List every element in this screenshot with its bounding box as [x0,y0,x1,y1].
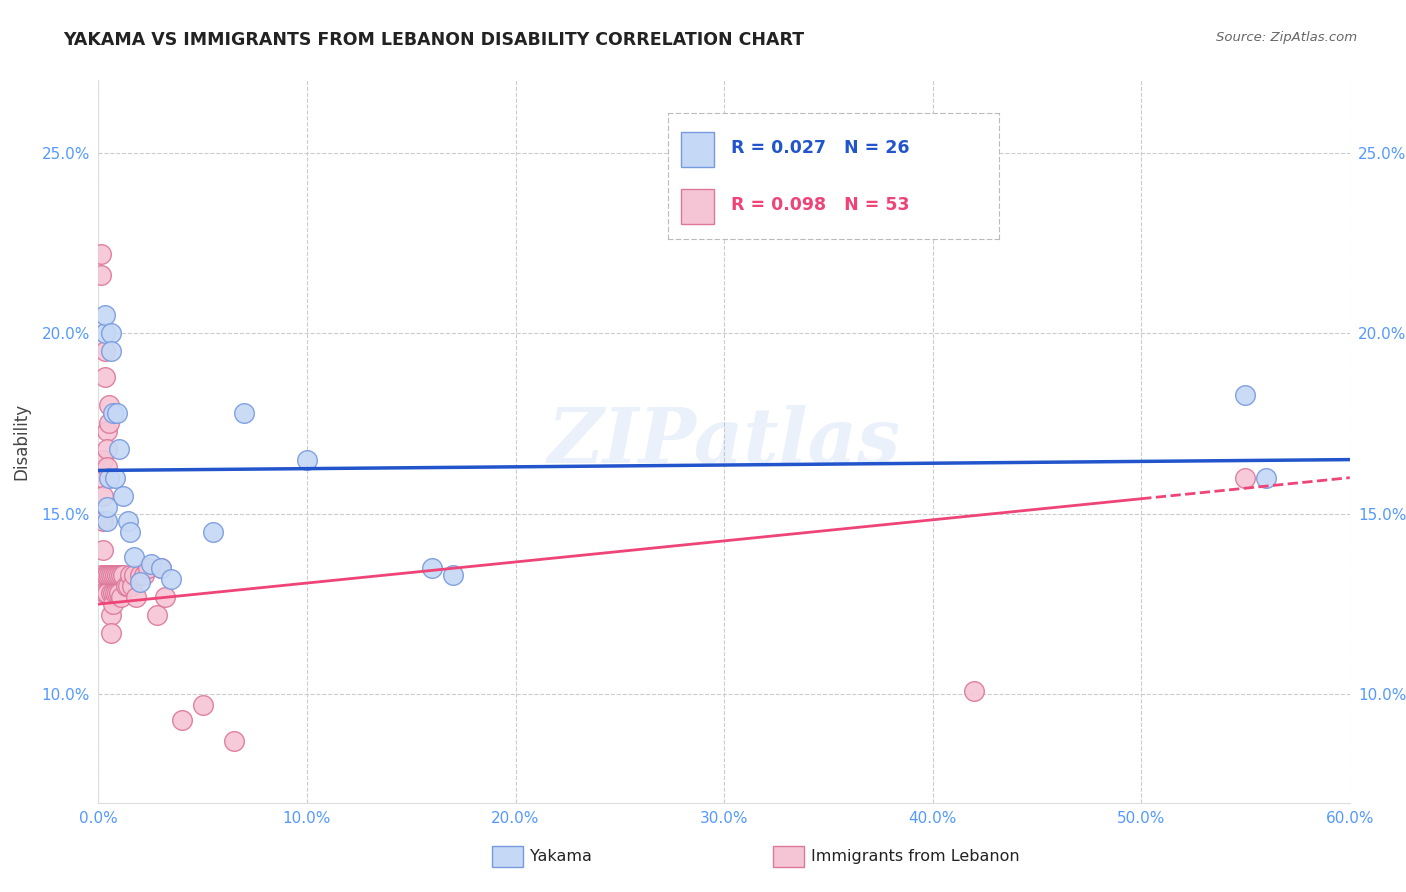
Immigrants from Lebanon [108,586,131,600]
Yakama [295,452,318,467]
Immigrants from Lebanon [96,586,118,600]
Immigrants from Lebanon [91,542,114,557]
Yakama [101,406,124,420]
Immigrants from Lebanon [118,568,141,582]
Immigrants from Lebanon [89,568,111,582]
Immigrants from Lebanon [101,597,124,611]
Yakama [93,308,115,322]
Immigrants from Lebanon [125,590,148,604]
Immigrants from Lebanon [117,579,139,593]
Text: Immigrants from Lebanon: Immigrants from Lebanon [811,849,1019,863]
Yakama [104,471,127,485]
Yakama [202,524,225,539]
Immigrants from Lebanon [91,452,114,467]
Immigrants from Lebanon [138,561,160,575]
Immigrants from Lebanon [89,268,111,283]
Immigrants from Lebanon [96,568,118,582]
Yakama [105,406,128,420]
Yakama [93,326,115,341]
Immigrants from Lebanon [104,568,127,582]
Immigrants from Lebanon [146,607,169,622]
Yakama [150,561,173,575]
Yakama [100,344,122,359]
Immigrants from Lebanon [153,590,176,604]
Immigrants from Lebanon [91,471,114,485]
Immigrants from Lebanon [112,568,135,582]
Immigrants from Lebanon [222,734,245,748]
Immigrants from Lebanon [93,344,115,359]
Immigrants from Lebanon [963,683,986,698]
Yakama [96,514,118,528]
Immigrants from Lebanon [93,369,115,384]
Immigrants from Lebanon [100,607,122,622]
Yakama [129,575,152,590]
Immigrants from Lebanon [91,514,114,528]
Immigrants from Lebanon [96,459,118,474]
Immigrants from Lebanon [170,713,193,727]
Immigrants from Lebanon [101,586,124,600]
Yakama [117,514,139,528]
Yakama [1256,471,1278,485]
Immigrants from Lebanon [97,398,120,412]
Yakama [122,550,145,565]
Yakama [108,442,131,456]
Immigrants from Lebanon [121,579,143,593]
Immigrants from Lebanon [93,586,115,600]
Immigrants from Lebanon [97,417,120,431]
Immigrants from Lebanon [104,586,127,600]
Immigrants from Lebanon [110,590,132,604]
Immigrants from Lebanon [100,626,122,640]
Yakama [118,524,141,539]
Text: Yakama: Yakama [530,849,592,863]
Immigrants from Lebanon [191,698,214,713]
Y-axis label: Disability: Disability [13,403,31,480]
Yakama [1234,387,1257,401]
Immigrants from Lebanon [108,568,131,582]
Immigrants from Lebanon [100,586,122,600]
Immigrants from Lebanon [100,568,122,582]
Immigrants from Lebanon [96,442,118,456]
Text: ZIPatlas: ZIPatlas [547,405,901,478]
Yakama [112,489,135,503]
Text: Source: ZipAtlas.com: Source: ZipAtlas.com [1216,31,1357,45]
Yakama [160,572,183,586]
Yakama [97,471,120,485]
Immigrants from Lebanon [110,568,132,582]
Immigrants from Lebanon [1234,471,1257,485]
Yakama [139,558,162,572]
Immigrants from Lebanon [101,568,124,582]
Immigrants from Lebanon [93,568,115,582]
Yakama [420,561,443,575]
Immigrants from Lebanon [129,568,152,582]
Immigrants from Lebanon [97,568,120,582]
Immigrants from Lebanon [91,489,114,503]
Immigrants from Lebanon [122,568,145,582]
Immigrants from Lebanon [134,568,156,582]
Immigrants from Lebanon [89,246,111,260]
Immigrants from Lebanon [150,561,173,575]
Yakama [441,568,464,582]
Yakama [96,500,118,514]
Immigrants from Lebanon [105,586,128,600]
Text: YAKAMA VS IMMIGRANTS FROM LEBANON DISABILITY CORRELATION CHART: YAKAMA VS IMMIGRANTS FROM LEBANON DISABI… [63,31,804,49]
Yakama [233,406,256,420]
Immigrants from Lebanon [105,568,128,582]
Immigrants from Lebanon [114,579,136,593]
Immigrants from Lebanon [96,424,118,438]
Yakama [100,326,122,341]
